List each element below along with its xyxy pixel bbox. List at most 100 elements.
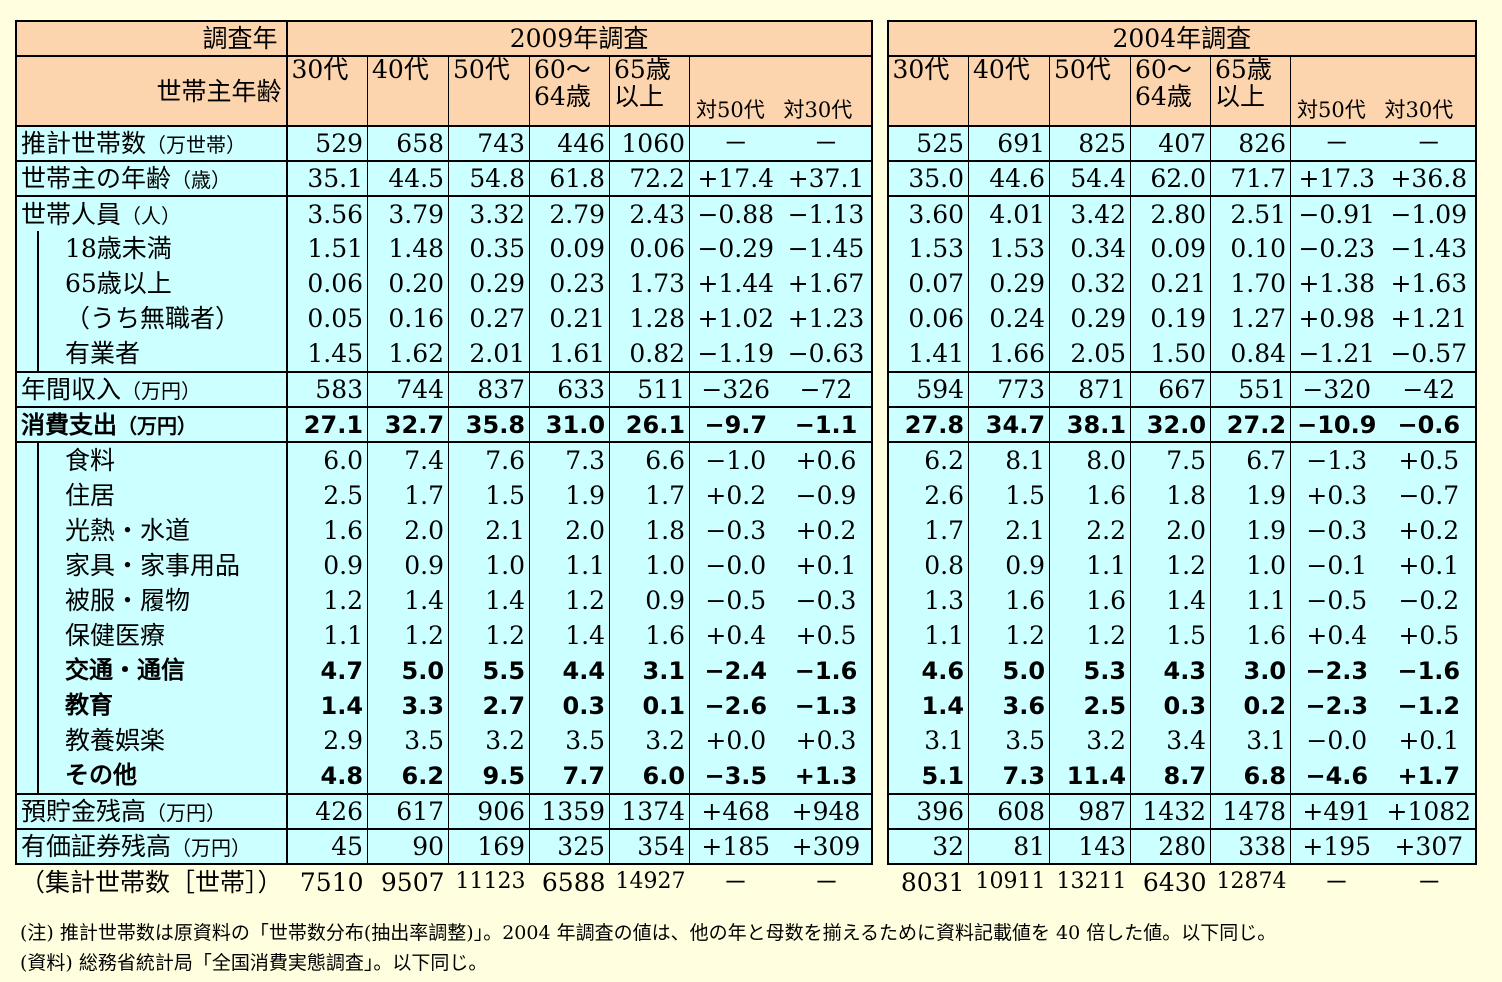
cell-v2009-2: 743 xyxy=(448,125,530,161)
row-label: 家具・家事用品 xyxy=(15,548,288,583)
cell-v2004-1: 773 xyxy=(968,371,1050,407)
cell-v2004-6: −1.6 xyxy=(1382,653,1478,688)
row-unit: （万円） xyxy=(121,379,202,403)
table-row: 18歳未満 1.51 1.48 0.35 0.09 0.06 −0.29 −1.45 1.53 1… xyxy=(15,231,1478,266)
table-row: 光熱・水道 1.6 2.0 2.1 2.0 1.8 −0.3 +0.2 1.7 2.1 2.2 2.0… xyxy=(15,513,1478,548)
header-survey-2009: 2009年調査 xyxy=(285,20,873,57)
cell-v2009-0: 583 xyxy=(285,371,368,407)
cell-v2004-2: 0.29 xyxy=(1049,301,1131,336)
cell-v2004-5: +491 xyxy=(1290,793,1383,829)
count-v2009-0: 7510 xyxy=(286,864,368,899)
cell-v2004-6: −1.43 xyxy=(1382,231,1478,266)
row-label-text: 推計世帯数 xyxy=(21,129,147,158)
cell-v2009-4: 1374 xyxy=(609,793,690,829)
cell-v2009-1: 44.5 xyxy=(367,160,449,196)
cell-v2004-1: 1.2 xyxy=(968,618,1050,653)
table-row: その他 4.8 6.2 9.5 7.7 6.0 −3.5 +1.3 5.1 7.3 11.4 8.7 6… xyxy=(15,758,1478,794)
table-row: 住居 2.5 1.7 1.5 1.9 1.7 +0.2 −0.9 2.6 1.5 1.6 1.8 1.9… xyxy=(15,478,1478,513)
cell-v2009-5: −1.19 xyxy=(689,336,782,372)
cell-v2004-5: +1.38 xyxy=(1290,266,1383,301)
row-label: 預貯金残高（万円） xyxy=(15,793,288,829)
cell-v2004-5: −2.3 xyxy=(1290,688,1383,723)
cell-v2009-4: 0.1 xyxy=(609,688,690,723)
cell-v2009-6: −0.3 xyxy=(781,583,873,618)
header-col-2009-2: 50代 xyxy=(448,56,530,127)
cell-v2004-6: +1082 xyxy=(1382,793,1478,829)
header-col-line1: 50代 xyxy=(453,56,510,84)
cell-v2004-6: +1.63 xyxy=(1382,266,1478,301)
cell-v2009-1: 3.5 xyxy=(367,723,449,758)
cell-v2004-5: −320 xyxy=(1290,371,1383,407)
cell-v2004-5: −2.3 xyxy=(1290,653,1383,688)
cell-v2009-0: 1.6 xyxy=(285,513,368,548)
cell-v2009-2: 35.8 xyxy=(448,406,530,442)
cell-v2009-3: 0.23 xyxy=(529,266,610,301)
cell-v2004-2: 8.0 xyxy=(1049,441,1131,478)
row-label-text: 被服・履物 xyxy=(37,583,190,618)
table-row: 保健医療 1.1 1.2 1.2 1.4 1.6 +0.4 +0.5 1.1 1.2 1.2 1.5 1… xyxy=(15,618,1478,653)
header-age-label: 世帯主年齢 xyxy=(15,55,288,127)
count-v2004-2: 13211 xyxy=(1049,864,1131,899)
cell-v2004-3: 0.21 xyxy=(1130,266,1211,301)
row-label: （うち無職者） xyxy=(15,301,288,336)
table-row: 年間収入（万円） 583 744 837 633 511 −326 −72 594 773 871 6… xyxy=(15,371,1478,407)
cell-v2004-4: 1.6 xyxy=(1210,618,1291,653)
cell-v2004-2: 5.3 xyxy=(1049,653,1131,688)
cell-v2009-3: 446 xyxy=(529,125,610,161)
cell-v2009-1: 0.9 xyxy=(367,548,449,583)
notes: (注) 推計世帯数は原資料の「世帯数分布(抽出率調整)」。2004 年調査の値は… xyxy=(20,918,1276,978)
cell-v2009-1: 3.79 xyxy=(367,195,449,231)
cell-v2009-0: 6.0 xyxy=(285,441,368,478)
cell-v2009-0: 426 xyxy=(285,793,368,829)
count-v2009-3: 6588 xyxy=(529,864,610,899)
cell-v2009-4: 6.0 xyxy=(609,758,690,794)
cell-v2009-6: +0.5 xyxy=(781,618,873,653)
cell-v2009-6: −1.3 xyxy=(781,688,873,723)
cell-v2009-2: 1.4 xyxy=(448,583,530,618)
cell-v2009-1: 1.4 xyxy=(367,583,449,618)
cell-v2004-4: 6.8 xyxy=(1210,758,1291,794)
cell-v2004-4: 1.0 xyxy=(1210,548,1291,583)
cell-v2009-1: 744 xyxy=(367,371,449,407)
row-label-text: 18歳未満 xyxy=(37,231,172,266)
header-col-2009-diff30: 対30代 xyxy=(781,56,873,127)
cell-v2009-5: － xyxy=(689,125,782,161)
cell-v2009-4: 354 xyxy=(609,828,690,865)
cell-v2004-1: 1.53 xyxy=(968,231,1050,266)
row-label-text: 交通・通信 xyxy=(37,653,185,688)
cell-v2004-2: 2.05 xyxy=(1049,336,1131,372)
row-label-text: 光熱・水道 xyxy=(37,513,190,548)
cell-v2009-3: 1.2 xyxy=(529,583,610,618)
header-col-line1: 30代 xyxy=(892,56,950,84)
header-col-2004-4: 65歳 以上 xyxy=(1210,56,1291,127)
table-row: 交通・通信 4.7 5.0 5.5 4.4 3.1 −2.4 −1.6 4.6 5.0 5.3 4.3… xyxy=(15,653,1478,688)
cell-v2004-6: −0.7 xyxy=(1382,478,1478,513)
row-label-text: 65歳以上 xyxy=(37,266,172,301)
cell-v2009-4: 1.6 xyxy=(609,618,690,653)
cell-v2009-5: −0.5 xyxy=(689,583,782,618)
cell-v2009-0: 529 xyxy=(285,125,368,161)
cell-v2009-3: 633 xyxy=(529,371,610,407)
cell-v2004-3: 0.3 xyxy=(1130,688,1211,723)
cell-v2009-3: 4.4 xyxy=(529,653,610,688)
cell-v2009-1: 3.3 xyxy=(367,688,449,723)
cell-v2009-2: 54.8 xyxy=(448,160,530,196)
cell-v2009-3: 7.7 xyxy=(529,758,610,794)
cell-v2004-5: −0.3 xyxy=(1290,513,1383,548)
cell-v2004-3: 62.0 xyxy=(1130,160,1211,196)
cell-v2004-3: 407 xyxy=(1130,125,1211,161)
cell-v2009-3: 325 xyxy=(529,828,610,865)
cell-v2004-1: 4.01 xyxy=(968,195,1050,231)
cell-v2004-0: 396 xyxy=(886,793,969,829)
cell-v2004-5: +0.98 xyxy=(1290,301,1383,336)
cell-v2009-2: 2.1 xyxy=(448,513,530,548)
header-col-line1: 60～ xyxy=(1135,56,1192,84)
cell-v2009-5: +1.44 xyxy=(689,266,782,301)
cell-v2004-5: −0.5 xyxy=(1290,583,1383,618)
cell-v2009-4: 1.7 xyxy=(609,478,690,513)
cell-v2004-5: － xyxy=(1290,125,1383,161)
cell-v2004-5: +17.3 xyxy=(1290,160,1383,196)
cell-v2009-2: 837 xyxy=(448,371,530,407)
cell-v2009-2: 2.7 xyxy=(448,688,530,723)
cell-v2004-3: 1.50 xyxy=(1130,336,1211,372)
